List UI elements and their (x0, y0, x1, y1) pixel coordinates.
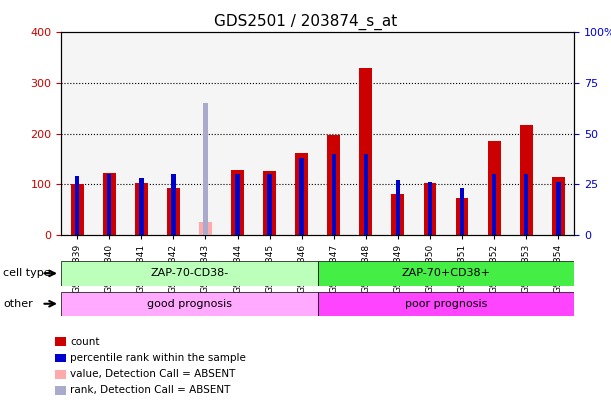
Bar (552, 177, 565, 235)
Text: poor prognosis: poor prognosis (405, 299, 487, 309)
Text: percentile rank within the sample: percentile rank within the sample (70, 353, 246, 363)
Bar (460, 188, 464, 235)
FancyBboxPatch shape (318, 261, 574, 286)
Bar (396, 180, 400, 235)
Bar (295, 153, 308, 235)
Bar (332, 154, 336, 235)
Bar (139, 178, 144, 235)
Text: ZAP-70-CD38-: ZAP-70-CD38- (150, 269, 229, 278)
Text: cell type: cell type (3, 269, 51, 278)
Bar (199, 222, 212, 235)
FancyBboxPatch shape (61, 261, 318, 286)
Bar (327, 134, 340, 235)
Text: value, Detection Call = ABSENT: value, Detection Call = ABSENT (70, 369, 236, 379)
FancyBboxPatch shape (318, 292, 574, 316)
Bar (456, 198, 469, 235)
Bar (135, 183, 148, 235)
Bar (488, 141, 500, 235)
Bar (107, 174, 111, 235)
Text: good prognosis: good prognosis (147, 299, 232, 309)
Bar (299, 158, 304, 235)
Bar (364, 154, 368, 235)
Bar (520, 125, 533, 235)
Text: other: other (3, 299, 33, 309)
Bar (524, 174, 529, 235)
Bar (235, 174, 240, 235)
Text: rank, Detection Call = ABSENT: rank, Detection Call = ABSENT (70, 386, 230, 395)
Bar (203, 103, 208, 235)
Bar (231, 170, 244, 235)
Bar (392, 194, 404, 235)
Bar (268, 174, 272, 235)
Bar (492, 174, 496, 235)
Bar (263, 171, 276, 235)
Text: GDS2501 / 203874_s_at: GDS2501 / 203874_s_at (214, 14, 397, 30)
Bar (75, 176, 79, 235)
Bar (171, 174, 175, 235)
Bar (103, 173, 115, 235)
FancyBboxPatch shape (61, 292, 318, 316)
Bar (423, 183, 436, 235)
Bar (556, 182, 560, 235)
Bar (71, 184, 84, 235)
Bar (359, 68, 372, 235)
Bar (167, 188, 180, 235)
Text: count: count (70, 337, 100, 347)
Bar (428, 182, 432, 235)
Text: ZAP-70+CD38+: ZAP-70+CD38+ (401, 269, 491, 278)
